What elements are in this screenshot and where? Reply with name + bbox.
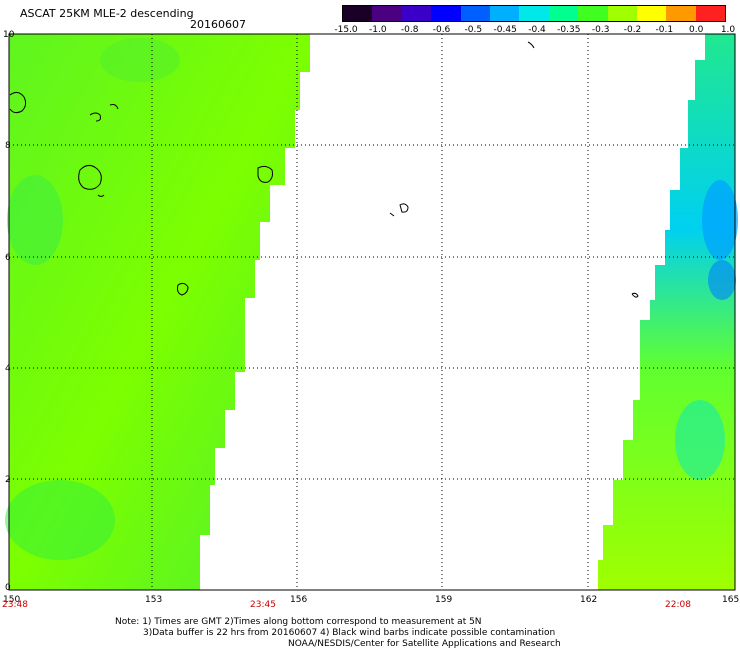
color-legend-labels: -15.0 -1.0 -0.8 -0.6 -0.5 -0.45 -0.4 -0.35 -0.3 -… (330, 25, 740, 37)
y-tick-label: 4 (5, 364, 11, 374)
legend-label: -0.4 (528, 25, 546, 35)
swath-left (9, 34, 310, 590)
legend-label: -0.2 (623, 25, 642, 35)
legend-label: -0.3 (591, 25, 610, 35)
time-label-middle: 23:45 (250, 600, 276, 610)
coastlines (9, 41, 639, 298)
legend-label: -0.5 (464, 25, 483, 35)
legend-label: 1.0 (720, 25, 736, 35)
legend-swatch (607, 6, 637, 21)
legend-swatch (343, 6, 373, 21)
y-tick-label: 10 (3, 30, 15, 40)
legend-swatch (489, 6, 520, 21)
note-line-3: NOAA/NESDIS/Center for Satellite Applica… (288, 639, 561, 649)
grid-lines (9, 34, 735, 590)
legend-swatch (548, 6, 579, 21)
time-label-right: 22:08 (665, 600, 691, 610)
legend-label: -0.8 (400, 25, 419, 35)
x-axis-ticks: 150 153 156 159 162 165 (3, 595, 739, 605)
legend-swatch (431, 6, 461, 21)
color-legend-bar (342, 5, 726, 22)
legend-label: -15.0 (334, 25, 358, 35)
x-tick-label: 165 (722, 595, 739, 605)
legend-label: -1.0 (369, 25, 387, 35)
x-tick-label: 162 (580, 595, 597, 605)
legend-swatch (695, 6, 726, 21)
legend-swatch (372, 6, 402, 21)
y-axis-ticks: 0 2 4 6 8 10 (3, 30, 15, 593)
y-tick-label: 6 (5, 253, 11, 263)
x-tick-label: 150 (3, 595, 20, 605)
x-tick-label: 156 (290, 595, 307, 605)
plot-frame (8, 33, 736, 591)
legend-label: -0.35 (557, 25, 581, 35)
legend-swatch (519, 6, 549, 21)
legend-swatch (666, 6, 696, 21)
legend-label: -0.45 (493, 25, 517, 35)
map-title: ASCAT 25KM MLE-2 descending (20, 7, 194, 20)
x-tick-label: 159 (435, 595, 452, 605)
legend-swatch (578, 6, 608, 21)
y-tick-label: 0 (5, 583, 11, 593)
time-label-left: 23:48 (2, 600, 28, 610)
y-tick-label: 2 (5, 475, 11, 485)
y-tick-label: 8 (5, 141, 11, 151)
map-date: 20160607 (190, 18, 246, 31)
legend-swatch (636, 6, 667, 21)
legend-label: -0.6 (432, 25, 451, 35)
legend-swatch (460, 6, 490, 21)
legend-label: 0.0 (688, 25, 704, 35)
note-line-1: Note: 1) Times are GMT 2)Times along bot… (115, 617, 482, 627)
x-tick-label: 153 (145, 595, 162, 605)
note-line-2: 3)Data buffer is 22 hrs from 20160607 4)… (143, 628, 556, 638)
legend-label: -0.1 (655, 25, 674, 35)
swath-right (598, 34, 735, 590)
legend-swatch (401, 6, 432, 21)
